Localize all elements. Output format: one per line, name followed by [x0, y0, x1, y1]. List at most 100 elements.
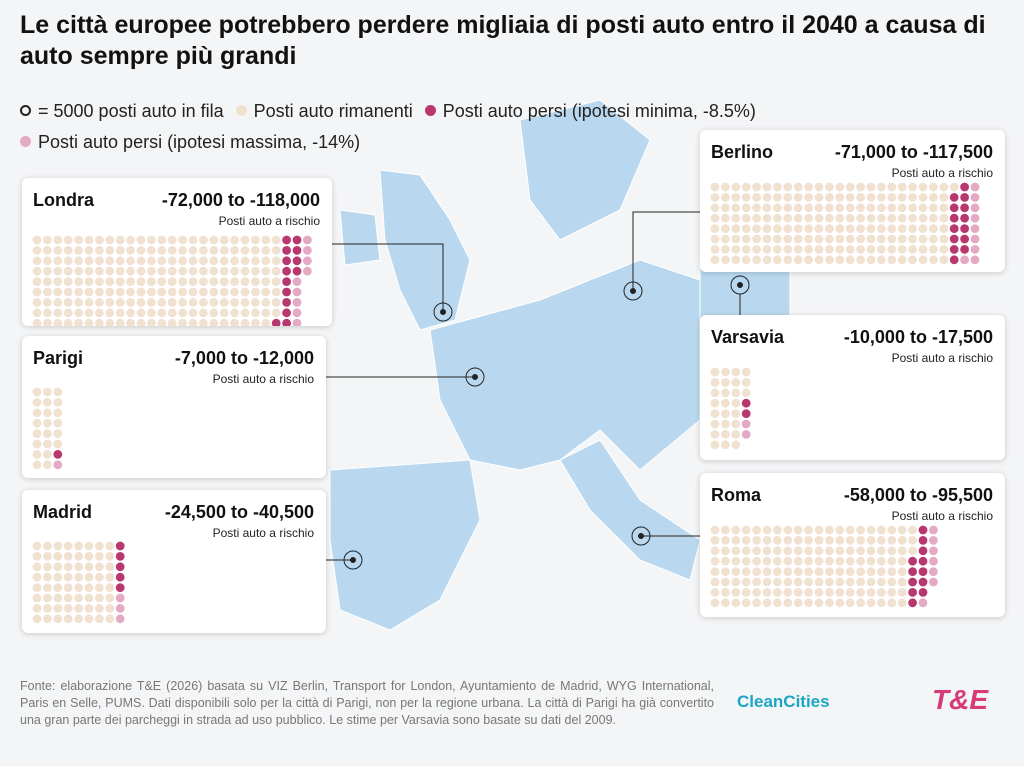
dot	[783, 588, 793, 597]
dot	[710, 245, 720, 254]
dot	[731, 409, 741, 418]
dot	[835, 598, 845, 608]
dot	[53, 256, 63, 266]
dot	[949, 234, 959, 244]
dot	[835, 193, 845, 202]
dot	[105, 593, 115, 603]
dot	[251, 235, 260, 245]
dot	[63, 583, 73, 592]
dot	[282, 235, 291, 245]
dot	[32, 562, 42, 572]
dot	[960, 213, 969, 223]
dot	[825, 224, 834, 233]
dot	[157, 246, 167, 255]
dot	[752, 546, 761, 556]
dot	[741, 234, 751, 244]
dot	[960, 193, 969, 202]
dot	[219, 318, 229, 326]
dot	[731, 577, 741, 587]
city-subtitle: Posti auto a rischio	[891, 509, 993, 523]
dot	[939, 234, 949, 244]
dot	[721, 536, 730, 545]
dot	[783, 245, 793, 254]
dot	[721, 367, 730, 377]
dot	[95, 246, 104, 255]
dot	[804, 245, 813, 254]
legend-swatch	[20, 136, 31, 147]
dot	[960, 203, 969, 213]
dot	[741, 536, 751, 545]
dot	[741, 546, 751, 556]
dot	[856, 556, 865, 566]
dot	[741, 556, 751, 566]
dot	[856, 234, 865, 244]
dot	[731, 567, 741, 576]
dot	[918, 213, 928, 223]
dot	[157, 256, 167, 266]
dot	[219, 298, 229, 307]
city-range: -72,000 to -118,000	[161, 190, 320, 210]
dot	[95, 614, 104, 624]
dot	[835, 224, 845, 233]
dot	[32, 418, 42, 428]
dot	[292, 298, 302, 307]
dot	[877, 536, 886, 545]
dot	[752, 224, 761, 233]
dot	[804, 213, 813, 223]
city-marker-dot	[630, 288, 636, 294]
dot	[53, 387, 63, 397]
dot	[866, 224, 876, 233]
city-name: Madrid	[33, 502, 93, 522]
dot	[804, 556, 813, 566]
legend-item: Posti auto rimanenti	[235, 101, 413, 121]
dot	[835, 213, 845, 223]
dot	[32, 318, 42, 326]
dot	[74, 583, 83, 592]
dot	[32, 298, 42, 307]
dot	[877, 546, 886, 556]
dot	[793, 546, 803, 556]
dot	[63, 246, 73, 255]
dot	[866, 598, 876, 608]
dot	[897, 255, 907, 265]
dot	[741, 567, 751, 576]
dot	[178, 256, 188, 266]
dot	[230, 308, 240, 318]
dot	[721, 419, 730, 429]
dot	[147, 298, 156, 307]
city-name: Parigi	[33, 348, 84, 368]
dot	[752, 255, 761, 265]
dot	[43, 572, 52, 582]
dot	[115, 308, 125, 318]
dot	[32, 583, 42, 592]
dot	[219, 308, 229, 318]
dot	[752, 536, 761, 545]
dot	[32, 572, 42, 582]
dot	[741, 388, 751, 398]
dot	[793, 567, 803, 576]
dot	[762, 193, 772, 202]
dot	[282, 256, 291, 266]
dot	[261, 277, 271, 286]
dot	[783, 203, 793, 213]
dot	[814, 556, 824, 566]
dot	[804, 598, 813, 608]
dot	[783, 546, 793, 556]
dot-group-remaining	[710, 525, 917, 608]
dot	[731, 388, 741, 398]
dot	[887, 224, 897, 233]
dot	[74, 235, 83, 245]
dot	[115, 572, 125, 582]
dot	[887, 577, 897, 587]
dot	[188, 318, 198, 326]
city-marker-dot	[737, 282, 743, 288]
dot	[199, 266, 208, 276]
dot	[731, 536, 741, 545]
dot	[167, 287, 177, 297]
dot	[825, 556, 834, 566]
dot	[167, 308, 177, 318]
dot	[157, 235, 167, 245]
dot	[845, 546, 855, 556]
dot	[105, 277, 115, 286]
